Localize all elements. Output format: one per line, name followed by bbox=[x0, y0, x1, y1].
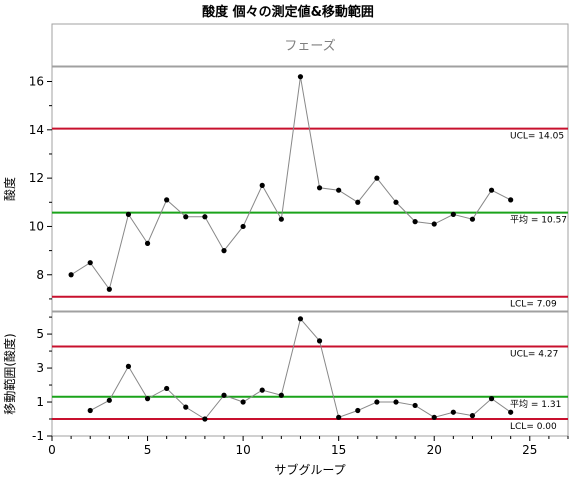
y-axis-title: 移動範囲(酸度) bbox=[2, 333, 17, 414]
y-tick-label: 5 bbox=[36, 327, 44, 341]
phase-label: フェーズ bbox=[284, 38, 335, 54]
data-point[interactable] bbox=[278, 216, 284, 222]
data-point[interactable] bbox=[125, 211, 132, 217]
x-tick-label: 0 bbox=[48, 443, 56, 457]
data-point[interactable] bbox=[469, 216, 476, 222]
data-point[interactable] bbox=[240, 223, 246, 230]
data-point[interactable] bbox=[240, 399, 246, 405]
x-axis: 0 5 10 15 20 25 bbox=[48, 436, 569, 457]
x-tick-label: 15 bbox=[331, 443, 346, 457]
data-point[interactable] bbox=[355, 407, 361, 414]
y-tick-label: 8 bbox=[36, 268, 44, 282]
y-tick-label: 14 bbox=[29, 123, 44, 137]
data-point[interactable] bbox=[164, 385, 170, 392]
center-label: 平均 = 10.57 bbox=[510, 214, 567, 226]
data-point[interactable] bbox=[412, 402, 418, 409]
data-point[interactable] bbox=[412, 219, 418, 225]
series-line bbox=[70, 76, 511, 291]
x-tick-label: 5 bbox=[144, 443, 152, 457]
y-tick-label: 3 bbox=[36, 361, 44, 375]
data-point[interactable] bbox=[202, 214, 208, 220]
data-point[interactable] bbox=[431, 414, 437, 420]
lcl-label: LCL= 7.09 bbox=[510, 300, 557, 310]
ucl-label: UCL= 14.05 bbox=[510, 132, 564, 142]
data-point[interactable] bbox=[202, 416, 208, 422]
y-axis-title: 酸度 bbox=[2, 177, 17, 201]
data-point[interactable] bbox=[374, 175, 380, 181]
moving-range-panel-frame bbox=[51, 311, 569, 437]
ucl-label: UCL= 4.27 bbox=[510, 349, 558, 359]
lcl-label: LCL= 0.00 bbox=[510, 422, 557, 432]
moving-range-panel: -1 1 3 5 移動範囲(酸度) UCL= 4.27 平均 = 1.31 LCL= 0.00 bbox=[2, 316, 568, 443]
individuals-panel-frame bbox=[51, 66, 569, 312]
y-tick-label: 10 bbox=[29, 219, 44, 233]
data-point[interactable] bbox=[278, 392, 284, 398]
data-point[interactable] bbox=[488, 187, 495, 193]
data-point[interactable] bbox=[164, 197, 170, 203]
data-point[interactable] bbox=[336, 414, 342, 420]
data-point[interactable] bbox=[259, 182, 265, 188]
data-point[interactable] bbox=[508, 409, 514, 415]
center-label: 平均 = 1.31 bbox=[510, 398, 561, 410]
y-tick-label: 12 bbox=[29, 171, 44, 185]
data-point[interactable] bbox=[297, 316, 304, 322]
data-point[interactable] bbox=[393, 199, 399, 205]
data-point[interactable] bbox=[259, 387, 265, 393]
data-point[interactable] bbox=[469, 413, 476, 419]
data-point[interactable] bbox=[144, 396, 151, 402]
data-point[interactable] bbox=[106, 397, 112, 403]
x-tick-label: 20 bbox=[427, 443, 442, 457]
data-point[interactable] bbox=[336, 187, 342, 193]
x-axis-title: サブグループ bbox=[274, 462, 345, 477]
individuals-panel: 8 10 12 14 16 酸度 UCL= 14.05 平均 = 10.57 LCL= 7.09 bbox=[2, 74, 568, 310]
data-point[interactable] bbox=[221, 392, 227, 398]
data-point[interactable] bbox=[125, 363, 132, 369]
y-tick-label: 16 bbox=[29, 74, 44, 88]
data-point[interactable] bbox=[87, 260, 93, 266]
y-tick-label: -1 bbox=[32, 429, 44, 443]
phase-box[interactable] bbox=[51, 23, 569, 67]
data-point[interactable] bbox=[106, 286, 112, 292]
x-tick-label: 10 bbox=[235, 443, 250, 457]
data-point[interactable] bbox=[221, 248, 227, 254]
data-point[interactable] bbox=[183, 214, 189, 220]
data-point[interactable] bbox=[431, 221, 437, 227]
data-point[interactable] bbox=[316, 338, 323, 344]
data-point[interactable] bbox=[355, 199, 361, 205]
data-point[interactable] bbox=[316, 185, 323, 191]
x-tick-label: 25 bbox=[522, 443, 537, 457]
data-point[interactable] bbox=[508, 197, 514, 203]
data-point[interactable] bbox=[297, 74, 304, 80]
data-point[interactable] bbox=[374, 399, 380, 405]
data-point[interactable] bbox=[450, 409, 456, 415]
data-point[interactable] bbox=[450, 211, 456, 217]
data-point[interactable] bbox=[393, 399, 399, 405]
data-point[interactable] bbox=[488, 396, 495, 402]
y-tick-label: 1 bbox=[36, 395, 44, 409]
data-point[interactable] bbox=[87, 407, 93, 414]
data-point[interactable] bbox=[68, 272, 74, 278]
data-point[interactable] bbox=[183, 404, 189, 410]
chart-title: 酸度 個々の測定値&移動範囲 bbox=[202, 4, 374, 20]
data-point[interactable] bbox=[144, 240, 151, 246]
